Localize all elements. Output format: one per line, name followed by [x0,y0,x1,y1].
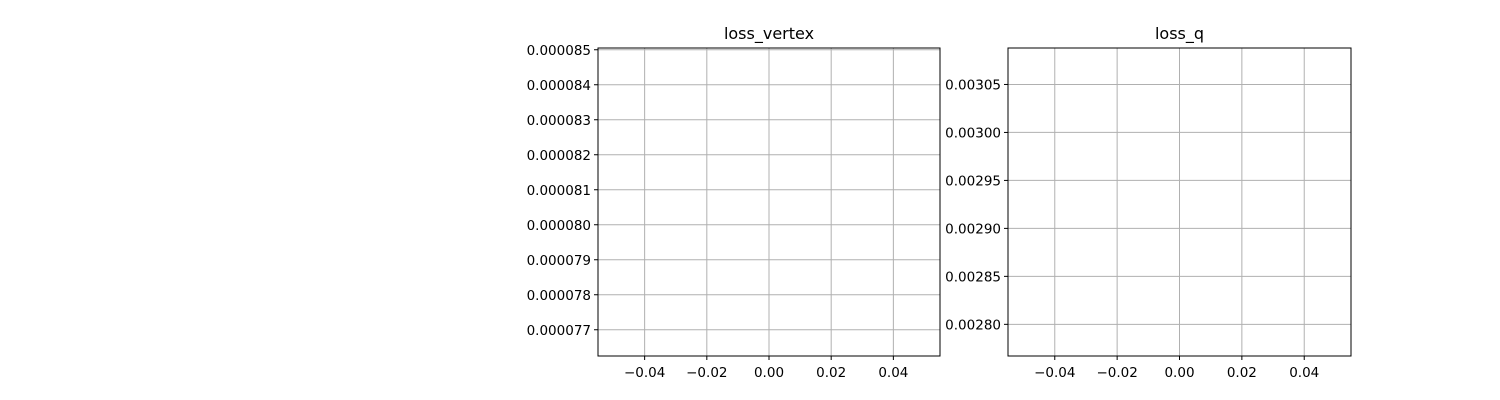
y-tick-label: 0.000078 [527,288,591,304]
y-tick-label: 0.000082 [527,148,591,164]
x-tick-label: 0.02 [816,365,846,381]
chart-loss-q: −0.04 −0.02 0.00 0.02 0.04 0.00280 0.00285 0.00… [945,24,1352,381]
charts: −0.04 −0.02 0.00 0.02 0.04 0.000077 0.000078 0.… [527,24,1352,381]
y-tick-label: 0.000085 [527,43,591,59]
x-tick-label: 0.04 [878,365,908,381]
y-tick-label: 0.000084 [527,78,591,94]
y-tick-label: 0.000083 [527,113,591,129]
y-tick-label: 0.00280 [945,317,1001,333]
x-tick-label: −0.02 [686,365,727,381]
chart-loss-vertex: −0.04 −0.02 0.00 0.02 0.04 0.000077 0.000078 0.… [527,24,941,381]
y-tick-label: 0.00295 [945,173,1001,189]
x-tick-label: −0.04 [1034,365,1075,381]
x-tick-label: 0.00 [1164,365,1194,381]
y-tick-label: 0.000077 [527,323,591,339]
x-tick-label: 0.02 [1227,365,1257,381]
y-tick-label: 0.000080 [527,218,591,234]
y-tick-label: 0.000081 [527,183,591,199]
chart-title: loss_vertex [724,24,814,44]
y-tick-label: 0.000079 [527,253,591,269]
chart-title: loss_q [1155,24,1204,44]
y-tick-label: 0.00285 [945,269,1001,285]
x-tick-label: −0.04 [624,365,665,381]
y-tick-label: 0.00305 [945,77,1001,93]
y-tick-label: 0.00290 [945,221,1001,237]
x-tick-label: 0.04 [1289,365,1319,381]
x-tick-label: −0.02 [1096,365,1137,381]
y-tick-label: 0.00300 [945,125,1001,141]
x-tick-label: 0.00 [754,365,784,381]
